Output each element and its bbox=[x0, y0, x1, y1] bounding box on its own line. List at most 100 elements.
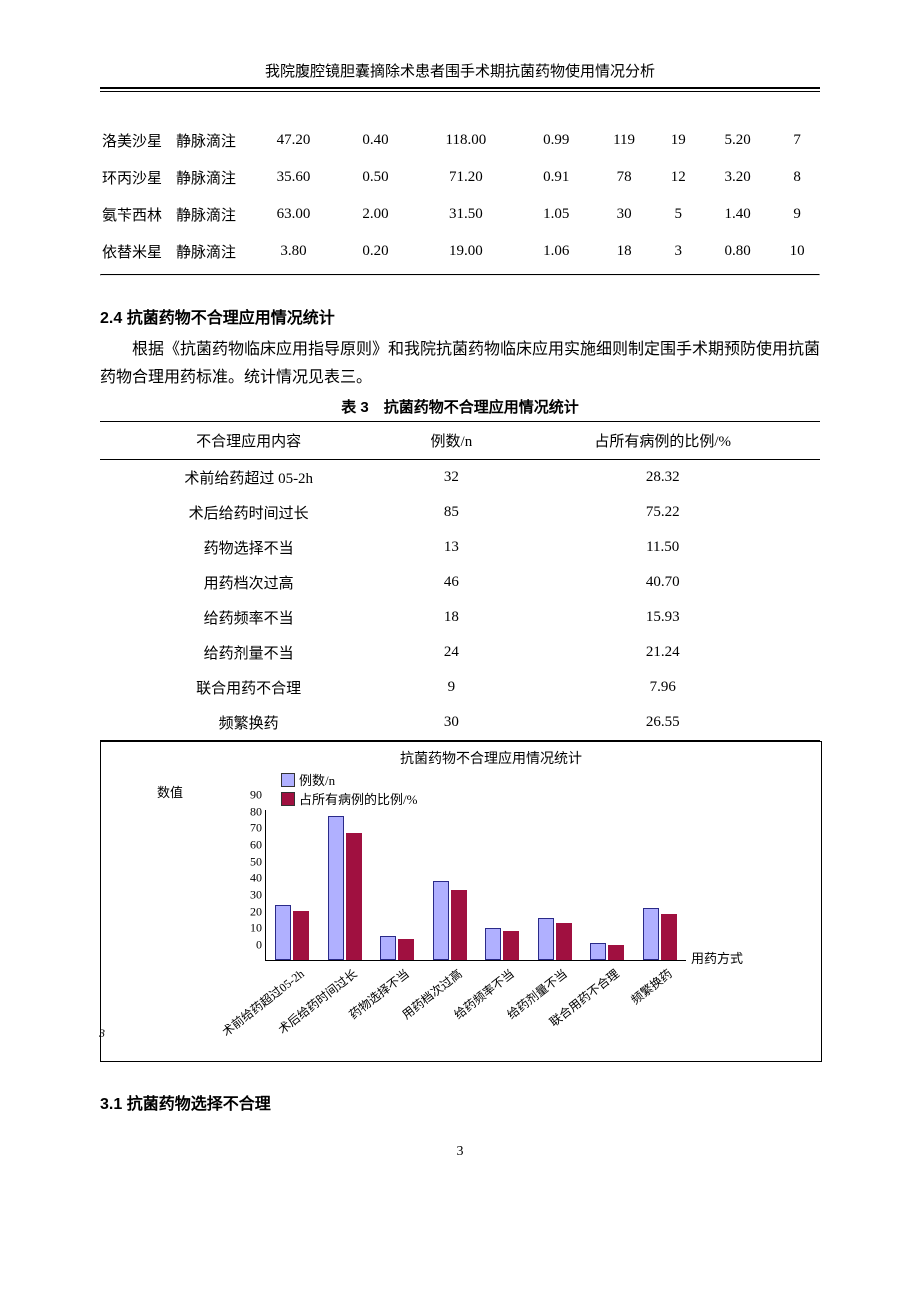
drug-table-cell: 12 bbox=[655, 159, 701, 196]
chart-bar-pct bbox=[451, 890, 467, 960]
drug-table-cell: 63.00 bbox=[248, 196, 339, 233]
table3-cell: 85 bbox=[397, 495, 505, 530]
drug-table-cell: 10 bbox=[774, 233, 820, 270]
chart-ytick: 30 bbox=[234, 888, 262, 903]
section-2-4-paragraph: 根据《抗菌药物临床应用指导原则》和我院抗菌药物临床应用实施细则制定围手术期预防使… bbox=[100, 336, 820, 392]
chart-bar-n bbox=[380, 936, 396, 960]
chart-xlabel: 用药方式 bbox=[691, 948, 743, 967]
drug-table-cell: 118.00 bbox=[412, 122, 520, 159]
chart-bar-group bbox=[643, 908, 677, 960]
drug-table-cell: 1.06 bbox=[520, 233, 593, 270]
drug-table-cell: 30 bbox=[593, 196, 656, 233]
drug-table-cell: 19.00 bbox=[412, 233, 520, 270]
table3-row: 联合用药不合理97.96 bbox=[100, 670, 820, 705]
table3-cell: 术前给药超过 05-2h bbox=[100, 460, 397, 496]
chart-ytick: 10 bbox=[234, 921, 262, 936]
chart-bar-pct bbox=[503, 931, 519, 960]
table3-cell: 术后给药时间过长 bbox=[100, 495, 397, 530]
table3: 不合理应用内容 例数/n 占所有病例的比例/% 术前给药超过 05-2h3228… bbox=[100, 421, 820, 741]
drug-table-row: 环丙沙星静脉滴注35.600.5071.200.9178123.208 bbox=[100, 159, 820, 196]
chart-bar-pct bbox=[608, 945, 624, 960]
drug-table-cell: 47.20 bbox=[248, 122, 339, 159]
table3-row: 给药剂量不当2421.24 bbox=[100, 635, 820, 670]
table3-cell: 频繁换药 bbox=[100, 705, 397, 741]
drug-table-cell: 19 bbox=[655, 122, 701, 159]
drug-table-cell: 7 bbox=[774, 122, 820, 159]
chart-ytick: 20 bbox=[234, 904, 262, 919]
table3-cell: 18 bbox=[397, 600, 505, 635]
chart-ytick: 40 bbox=[234, 871, 262, 886]
table3-col-n: 例数/n bbox=[397, 422, 505, 460]
table3-cell: 28.32 bbox=[505, 460, 820, 496]
chart-bar-group bbox=[275, 905, 309, 960]
section-2-4-heading: 2.4 抗菌药物不合理应用情况统计 bbox=[100, 304, 820, 328]
drug-table-bottom-rule bbox=[100, 274, 820, 276]
table3-cell: 用药档次过高 bbox=[100, 565, 397, 600]
drug-table-cell: 0.50 bbox=[339, 159, 412, 196]
running-head: 我院腹腔镜胆囊摘除术患者围手术期抗菌药物使用情况分析 bbox=[100, 60, 820, 81]
table3-col-item: 不合理应用内容 bbox=[100, 422, 397, 460]
chart-bar-n bbox=[275, 905, 291, 960]
chart-bar-group bbox=[328, 816, 362, 960]
table3-cell: 15.93 bbox=[505, 600, 820, 635]
table3-cell: 30 bbox=[397, 705, 505, 741]
legend-item-n: 例数/n bbox=[281, 770, 761, 789]
table3-cell: 给药频率不当 bbox=[100, 600, 397, 635]
legend-label-pct: 占所有病例的比例/% bbox=[299, 789, 417, 808]
table3-cell: 7.96 bbox=[505, 670, 820, 705]
drug-table-cell: 119 bbox=[593, 122, 656, 159]
table3-cell: 给药剂量不当 bbox=[100, 635, 397, 670]
legend-label-n: 例数/n bbox=[299, 770, 335, 789]
chart-ytick: 70 bbox=[234, 821, 262, 836]
chart-bar-pct bbox=[661, 914, 677, 960]
drug-table-row: 依替米星静脉滴注3.800.2019.001.061830.8010 bbox=[100, 233, 820, 270]
chart-ytick: 0 bbox=[234, 938, 262, 953]
chart-xlabels: 术前给药超过05-2h术后给药时间过长药物选择不当用药档次过高给药频率不当给药剂… bbox=[265, 961, 685, 1051]
drug-table-cell: 氨苄西林 bbox=[100, 196, 174, 233]
drug-table-cell: 35.60 bbox=[248, 159, 339, 196]
chart-bar-pct bbox=[293, 911, 309, 960]
chart-ylabel: 数值 bbox=[157, 782, 183, 801]
drug-table-cell: 0.20 bbox=[339, 233, 412, 270]
chart-ytick: 50 bbox=[234, 854, 262, 869]
legend-item-pct: 占所有病例的比例/% bbox=[281, 789, 761, 808]
table3-caption: 表 3 抗菌药物不合理应用情况统计 bbox=[100, 396, 820, 417]
section-3-1-heading: 3.1 抗菌药物选择不合理 bbox=[100, 1090, 820, 1114]
drug-table-cell: 2.00 bbox=[339, 196, 412, 233]
chart-xlabel-item: 频繁换药 bbox=[627, 965, 675, 1008]
drug-table-cell: 5.20 bbox=[701, 122, 774, 159]
table3-cell: 药物选择不当 bbox=[100, 530, 397, 565]
table3-cell: 21.24 bbox=[505, 635, 820, 670]
legend-swatch-n bbox=[281, 773, 295, 787]
table3-row: 术前给药超过 05-2h3228.32 bbox=[100, 460, 820, 496]
chart-bar-pct bbox=[346, 833, 362, 960]
drug-table-cell: 0.91 bbox=[520, 159, 593, 196]
chart-bar-n bbox=[433, 881, 449, 960]
page-number: 3 bbox=[100, 1144, 820, 1160]
head-rule-thick bbox=[100, 87, 820, 89]
drug-table-cell: 洛美沙星 bbox=[100, 122, 174, 159]
table3-cell: 11.50 bbox=[505, 530, 820, 565]
chart-ytick: 60 bbox=[234, 838, 262, 853]
chart-container: 3 抗菌药物不合理应用情况统计 例数/n 占所有病例的比例/% 数值 01020… bbox=[100, 741, 822, 1062]
drug-table-cell: 5 bbox=[655, 196, 701, 233]
table3-col-pct: 占所有病例的比例/% bbox=[505, 422, 820, 460]
chart-bar-group bbox=[485, 928, 519, 960]
table3-cell: 9 bbox=[397, 670, 505, 705]
table3-cell: 75.22 bbox=[505, 495, 820, 530]
chart-stray-mark: 3 bbox=[99, 1026, 105, 1041]
table3-cell: 26.55 bbox=[505, 705, 820, 741]
drug-table-cell: 31.50 bbox=[412, 196, 520, 233]
chart-plot: 0102030405060708090 bbox=[265, 810, 686, 961]
head-rule-thin bbox=[100, 91, 820, 92]
table3-cell: 32 bbox=[397, 460, 505, 496]
table3-cell: 46 bbox=[397, 565, 505, 600]
table3-row: 给药频率不当1815.93 bbox=[100, 600, 820, 635]
drug-table-cell: 静脉滴注 bbox=[174, 159, 248, 196]
drug-table-cell: 1.40 bbox=[701, 196, 774, 233]
table3-row: 药物选择不当1311.50 bbox=[100, 530, 820, 565]
table3-cell: 24 bbox=[397, 635, 505, 670]
chart-bar-n bbox=[328, 816, 344, 960]
drug-table-cell: 9 bbox=[774, 196, 820, 233]
drug-table-cell: 78 bbox=[593, 159, 656, 196]
